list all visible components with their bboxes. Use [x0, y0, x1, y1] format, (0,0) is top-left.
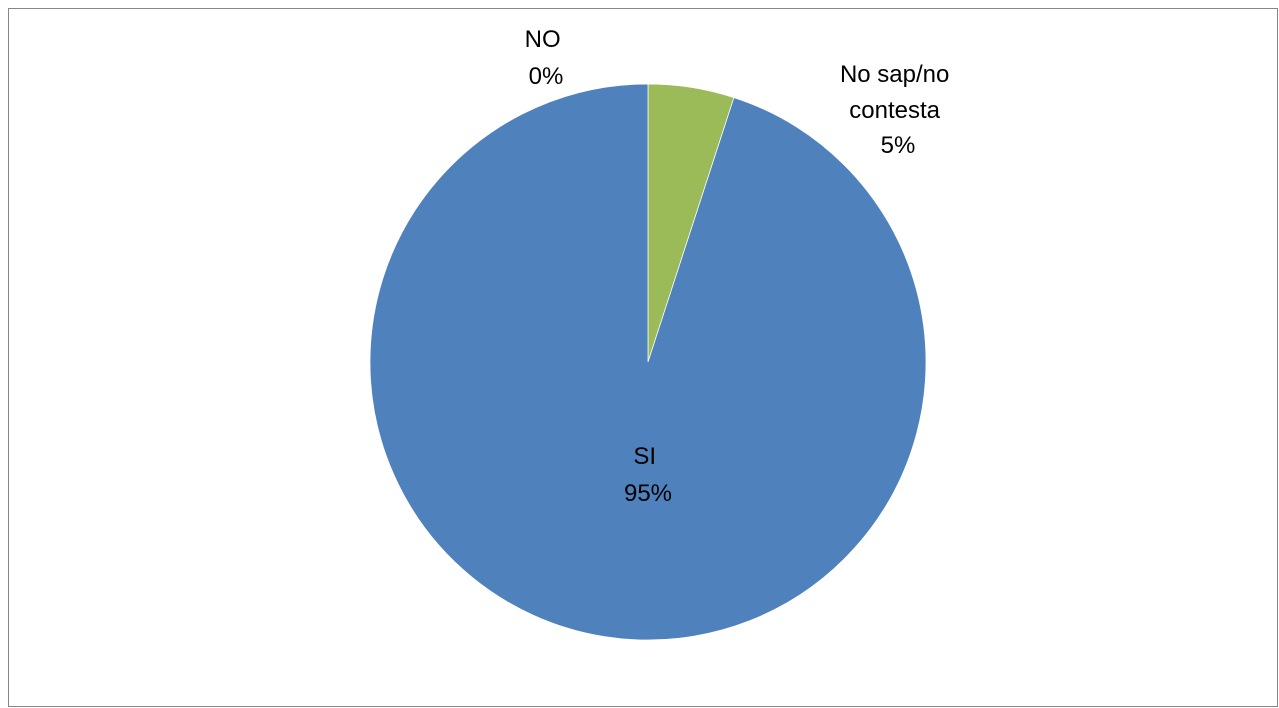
slice-si: [369, 83, 927, 641]
slice-no-sap-name-line1: No sap/no: [840, 61, 949, 88]
slice-si-name: SI: [633, 443, 656, 470]
slice-no-sap-percent: 5%: [881, 132, 916, 159]
slice-no-sap-name-line2: contesta: [849, 97, 940, 124]
slice-label-no: NO 0%: [525, 26, 568, 90]
slice-si-percent: 95%: [624, 480, 672, 507]
pie-slices: [369, 83, 927, 641]
pie-labels: SI 95% NO 0% No sap/no contesta 5%: [525, 26, 956, 507]
slice-no-name: NO: [525, 26, 561, 53]
slice-no-percent: 0%: [529, 63, 564, 90]
slice-label-no-sap: No sap/no contesta 5%: [840, 61, 956, 159]
slice-label-si: SI 95%: [624, 443, 672, 507]
